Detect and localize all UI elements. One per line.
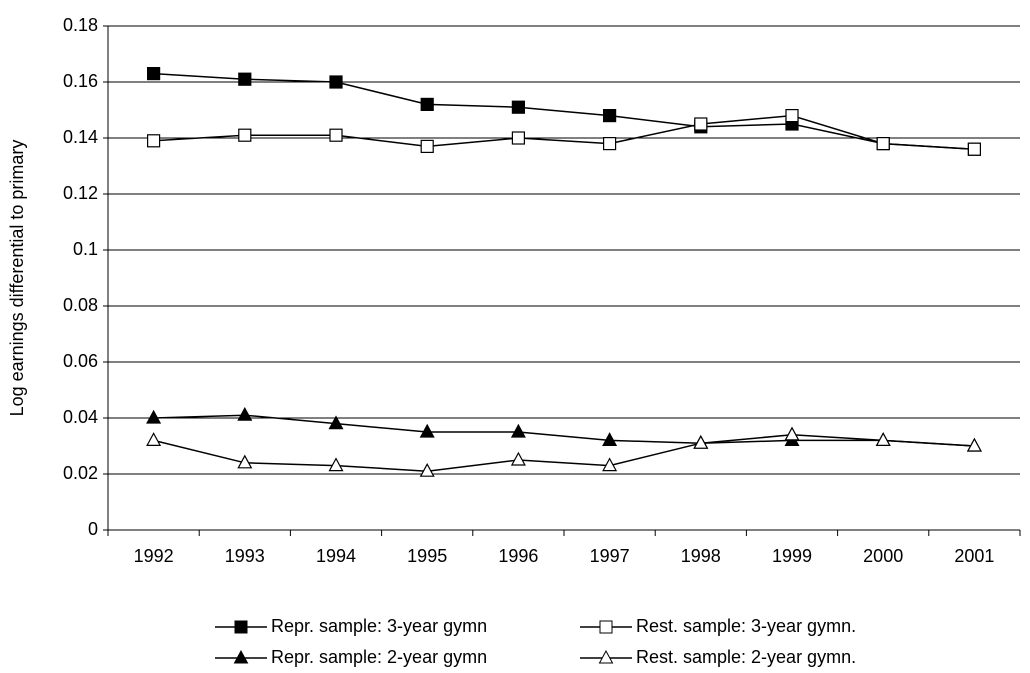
marker xyxy=(329,128,343,142)
marker xyxy=(419,423,435,438)
marker xyxy=(602,457,618,472)
marker xyxy=(693,434,709,449)
y-tick-label: 0.04 xyxy=(63,407,98,427)
legend-label: Repr. sample: 2-year gymn xyxy=(271,647,487,667)
y-tick-label: 0.02 xyxy=(63,463,98,483)
marker xyxy=(966,437,982,452)
marker xyxy=(328,415,344,430)
marker xyxy=(602,137,617,151)
marker xyxy=(328,457,344,472)
y-tick-label: 0.1 xyxy=(73,239,98,259)
marker xyxy=(876,137,890,151)
marker xyxy=(147,66,161,81)
x-tick-label: 1995 xyxy=(407,546,447,566)
marker xyxy=(785,108,799,123)
series-line xyxy=(153,434,975,472)
x-tick-label: 2000 xyxy=(863,546,903,566)
series-line xyxy=(153,114,975,150)
legend-marker xyxy=(599,620,613,634)
y-tick-label: 0.06 xyxy=(63,351,98,371)
marker xyxy=(784,426,800,441)
marker xyxy=(694,117,708,131)
y-tick-label: 0.14 xyxy=(63,127,98,147)
x-tick-label: 2001 xyxy=(954,546,994,566)
x-tick-label: 1998 xyxy=(681,546,721,566)
marker xyxy=(419,462,435,477)
marker xyxy=(146,432,162,446)
marker xyxy=(511,100,526,114)
marker xyxy=(875,432,891,446)
marker xyxy=(967,142,982,156)
y-axis-label: Log earnings differential to primary xyxy=(7,140,27,417)
series-line xyxy=(153,72,975,150)
x-tick-label: 1996 xyxy=(498,546,538,566)
legend-marker xyxy=(233,649,249,664)
y-tick-label: 0.12 xyxy=(63,183,98,203)
legend-marker xyxy=(598,649,614,664)
marker xyxy=(602,108,617,123)
marker xyxy=(510,451,526,466)
marker xyxy=(602,432,618,446)
series-line xyxy=(153,414,975,447)
x-tick-label: 1992 xyxy=(134,546,174,566)
marker xyxy=(147,134,161,148)
marker xyxy=(329,75,343,89)
legend-label: Rest. sample: 3-year gymn. xyxy=(636,616,856,636)
x-tick-label: 1993 xyxy=(225,546,265,566)
legend-label: Rest. sample: 2-year gymn. xyxy=(636,647,856,667)
y-tick-label: 0 xyxy=(88,519,98,539)
y-tick-label: 0.08 xyxy=(63,295,98,315)
marker xyxy=(420,139,434,153)
x-tick-label: 1997 xyxy=(590,546,630,566)
marker xyxy=(237,406,253,421)
marker xyxy=(510,423,526,438)
y-tick-label: 0.18 xyxy=(63,15,98,35)
legend-marker xyxy=(234,620,248,634)
x-tick-label: 1999 xyxy=(772,546,812,566)
legend: Repr. sample: 3-year gymn Rest. sample: 3… xyxy=(215,616,856,667)
marker xyxy=(511,131,526,145)
x-tick-label: 1994 xyxy=(316,546,356,566)
marker xyxy=(238,128,252,142)
y-tick-label: 0.16 xyxy=(63,71,98,91)
marker xyxy=(237,454,253,469)
legend-label: Repr. sample: 3-year gymn xyxy=(271,616,487,636)
marker xyxy=(146,409,162,424)
marker xyxy=(238,72,252,86)
marker xyxy=(420,97,434,112)
